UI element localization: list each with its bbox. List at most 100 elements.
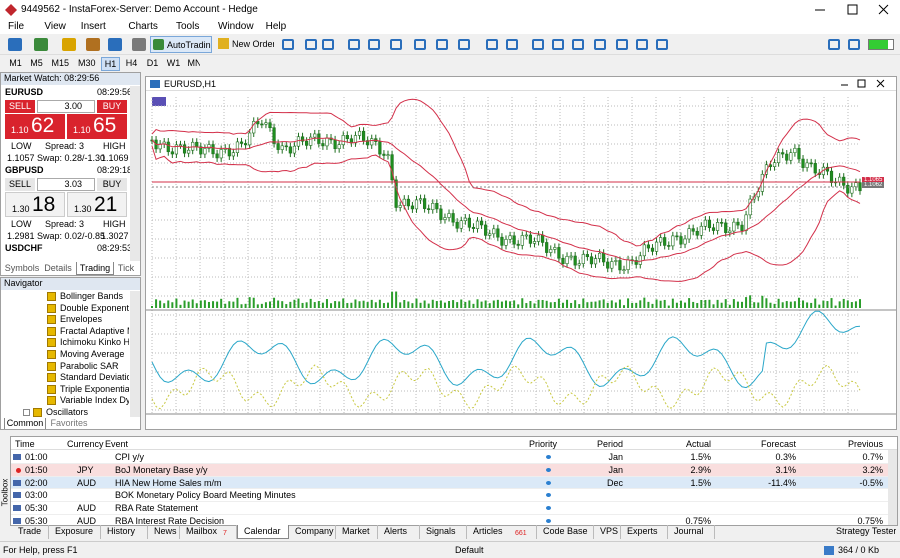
auto-trading-button[interactable]: AutoTrading <box>150 36 212 53</box>
toolbox-tab[interactable]: Mailbox 7 <box>180 525 237 539</box>
toolbar-icon[interactable] <box>305 39 317 50</box>
timeframe-button[interactable]: H1 <box>101 57 120 71</box>
column-header[interactable]: Event <box>105 439 129 449</box>
sell-button[interactable]: SELL <box>5 100 35 113</box>
ask-box[interactable]: 1.10 65 <box>67 114 127 139</box>
panel-tab[interactable]: Favorites <box>50 418 88 428</box>
navigator-item[interactable]: Envelopes <box>60 314 103 325</box>
timeframe-button[interactable]: M30 <box>77 58 96 68</box>
toolbox-tab[interactable]: Calendar <box>237 525 289 539</box>
toolbar-icon[interactable] <box>458 39 470 50</box>
navigator-item[interactable]: Triple Exponential M <box>60 383 129 394</box>
column-header[interactable]: Time <box>15 439 35 449</box>
expand-icon[interactable] <box>23 409 30 416</box>
toolbox-tab[interactable]: Exposure <box>49 525 101 539</box>
navigator-item[interactable]: Oscillators <box>46 407 89 417</box>
sell-button[interactable]: SELL <box>5 178 35 191</box>
lots-input[interactable]: 3.03 <box>37 178 95 191</box>
toolbar-icon[interactable] <box>656 39 668 50</box>
timeframe-button[interactable]: H4 <box>125 58 138 68</box>
toolbar-icon[interactable] <box>132 38 146 51</box>
toolbox-tab[interactable]: Market <box>336 525 378 539</box>
toolbox-tab[interactable]: Signals <box>420 525 467 539</box>
toolbar-icon[interactable] <box>8 38 22 51</box>
toolbox-tab[interactable]: Code Base <box>537 525 594 539</box>
toolbar-icon[interactable] <box>572 39 584 50</box>
lots-input[interactable]: 3.00 <box>37 100 95 113</box>
new-order-button[interactable]: New Order <box>216 36 274 53</box>
menu-item[interactable]: File <box>8 21 25 32</box>
navigator-item[interactable]: Standard Deviation <box>60 372 129 383</box>
toolbar-icon[interactable] <box>348 39 360 50</box>
menu-item[interactable]: Insert <box>80 21 106 32</box>
table-row[interactable] <box>11 463 897 477</box>
toolbox-tab[interactable]: Company <box>289 525 336 539</box>
timeframe-button[interactable]: M1 <box>9 58 22 68</box>
toolbar-icon[interactable] <box>282 39 294 50</box>
toolbar-icon[interactable] <box>532 39 544 50</box>
panel-tab[interactable]: Tick <box>117 263 135 273</box>
toolbar-icon[interactable] <box>368 39 380 50</box>
toolbox-tab[interactable]: Alerts <box>378 525 420 539</box>
toolbar-icon[interactable] <box>322 39 334 50</box>
toolbar-icon[interactable] <box>636 39 648 50</box>
navigator-item[interactable]: Double Exponential <box>60 302 129 313</box>
table-row[interactable] <box>11 476 897 490</box>
toolbar-icon[interactable] <box>848 39 860 50</box>
column-header[interactable]: Previous <box>847 439 883 449</box>
table-row[interactable] <box>11 489 897 503</box>
toolbox-tab[interactable]: News <box>148 525 180 539</box>
menu-item[interactable]: Window <box>218 21 254 32</box>
toolbar-icon[interactable] <box>616 39 628 50</box>
toolbox-tab[interactable]: History <box>101 525 148 539</box>
buy-button[interactable]: BUY <box>97 178 127 191</box>
menu-item[interactable]: Tools <box>176 21 200 32</box>
navigator-item[interactable]: Parabolic SAR <box>60 360 119 371</box>
toolbar-icon[interactable] <box>86 38 100 51</box>
ask-box[interactable]: 1.30 21 <box>67 192 127 217</box>
window-controls[interactable] <box>800 0 900 20</box>
table-row[interactable] <box>11 502 897 515</box>
panel-tab[interactable]: Common <box>4 418 46 429</box>
column-header[interactable]: Period <box>596 439 623 449</box>
menu-item[interactable]: Help <box>265 21 287 32</box>
timeframe-button[interactable]: M5 <box>30 58 43 68</box>
panel-tab[interactable]: Details <box>44 263 72 273</box>
toolbar-icon[interactable] <box>390 39 402 50</box>
table-row[interactable] <box>11 451 897 464</box>
chart-controls[interactable] <box>836 77 896 91</box>
timeframe-button[interactable]: D1 <box>146 58 159 68</box>
toolbar-icon[interactable] <box>552 39 564 50</box>
timeframe-button[interactable]: M15 <box>51 58 69 68</box>
navigator-item[interactable]: Bollinger Bands <box>60 291 124 301</box>
buy-button[interactable]: BUY <box>97 100 127 113</box>
panel-tab[interactable]: Symbols <box>4 263 40 273</box>
toolbar-icon[interactable] <box>108 38 122 51</box>
toolbar-icon[interactable] <box>506 39 518 50</box>
navigator-item[interactable]: Moving Average <box>60 349 125 359</box>
navigator-item[interactable]: Variable Index Dyna <box>60 395 129 406</box>
toolbox-tab[interactable]: Journal <box>668 525 715 539</box>
bid-box[interactable]: 1.10 62 <box>5 114 65 139</box>
column-header[interactable]: Currency <box>67 439 104 449</box>
menu-item[interactable]: Charts <box>128 21 158 32</box>
toolbar-icon[interactable] <box>594 39 606 50</box>
panel-tab[interactable]: Trading <box>76 262 114 275</box>
navigator-item[interactable]: Ichimoku Kinko Hyo <box>60 337 129 348</box>
toolbox-tab[interactable]: Experts <box>621 525 668 539</box>
bid-box[interactable]: 1.30 18 <box>5 192 65 217</box>
toolbox-tab[interactable]: VPS <box>594 525 621 539</box>
navigator-item[interactable]: Fractal Adaptive Mo <box>60 325 129 336</box>
toolbar-icon[interactable] <box>62 38 76 51</box>
toolbar-icon[interactable] <box>414 39 426 50</box>
menu-item[interactable]: View <box>44 21 66 32</box>
column-header[interactable]: Priority <box>529 439 558 449</box>
column-header[interactable]: Forecast <box>760 439 796 449</box>
toolbar-icon[interactable] <box>436 39 448 50</box>
toolbar-icon[interactable] <box>486 39 498 50</box>
toolbar-icon[interactable] <box>34 38 48 51</box>
toolbar-icon[interactable] <box>828 39 840 50</box>
strategy-tester-tab[interactable]: Strategy Tester <box>836 526 897 536</box>
toolbox-tab[interactable]: Articles 661 <box>467 525 537 539</box>
timeframe-button[interactable]: MN <box>187 58 201 68</box>
